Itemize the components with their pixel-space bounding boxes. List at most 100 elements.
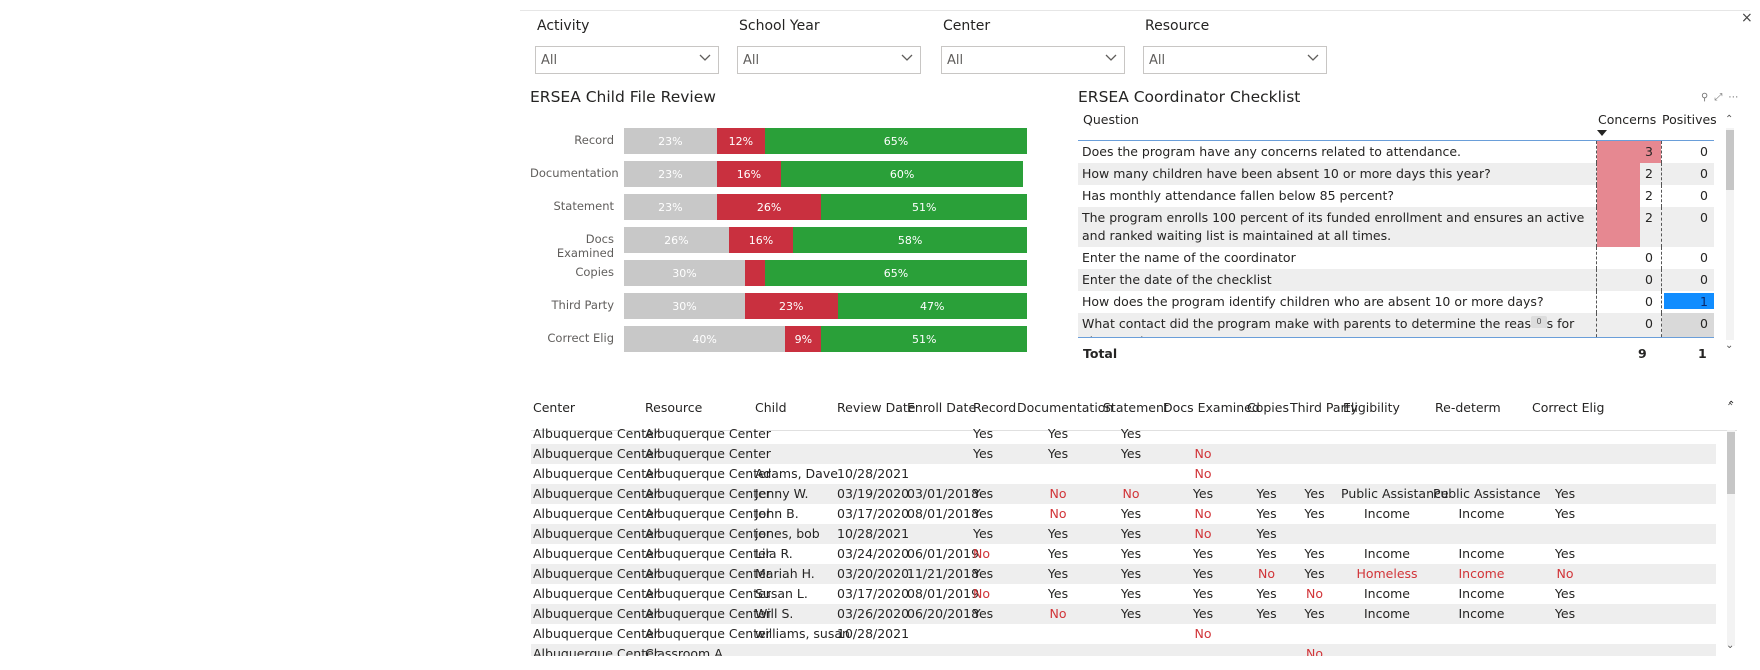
bar-row[interactable]: Record 23% 12% 65% [530, 128, 1030, 154]
checklist-row[interactable]: The program enrolls 100 percent of its f… [1078, 207, 1714, 247]
table-row[interactable]: Albuquerque Center Albuquerque Center Adam… [531, 464, 1716, 484]
filter-icon[interactable]: ⚲ [1701, 92, 1715, 103]
column-header[interactable]: Re-determ [1435, 400, 1501, 415]
chevron-up-icon[interactable]: ⌃ [1727, 400, 1736, 411]
resource-dropdown[interactable]: All [1143, 46, 1327, 74]
checklist-row[interactable]: Enter the date of the checklist 0 0 [1078, 269, 1714, 291]
positives-column-header[interactable]: Positives [1662, 112, 1717, 127]
bar-segment-red[interactable] [744, 260, 766, 286]
bar-segment-green[interactable]: 47% [837, 293, 1027, 319]
table-cell: No [973, 546, 990, 561]
detail-scrollbar[interactable] [1727, 430, 1735, 646]
table-row[interactable]: Albuquerque Center Albuquerque Center Jenn… [531, 484, 1716, 504]
column-header[interactable]: Statement [1103, 400, 1169, 415]
table-row[interactable]: Albuquerque Center Albuquerque Center Susa… [531, 584, 1716, 604]
table-row[interactable]: Albuquerque Center Albuquerque Center Lila… [531, 544, 1716, 564]
bar-segment-grey[interactable]: 30% [624, 260, 745, 286]
positives-cell[interactable]: 0 [1661, 207, 1714, 247]
checklist-row[interactable]: Has monthly attendance fallen below 85 p… [1078, 185, 1714, 207]
bar-row[interactable]: Third Party 30% 23% 47% [530, 293, 1030, 319]
scroll-down-icon[interactable]: ⌄ [1726, 640, 1735, 651]
column-header[interactable]: Third Party [1290, 400, 1358, 415]
activity-slicer: Activity All [535, 16, 719, 74]
bar-segment-red[interactable]: 16% [728, 227, 794, 253]
table-row[interactable]: Albuquerque Center Albuquerque Center will… [531, 624, 1716, 644]
bar-segment-red[interactable]: 26% [716, 194, 822, 220]
table-row[interactable]: Albuquerque Center Albuquerque Center jone… [531, 524, 1716, 544]
table-cell: Yes [1120, 426, 1142, 441]
more-options-icon[interactable]: ⋯ [1728, 92, 1745, 103]
bar-segment-grey[interactable]: 30% [624, 293, 745, 319]
bar-segment-red[interactable]: 23% [744, 293, 838, 319]
checklist-scrollbar-thumb[interactable] [1726, 130, 1734, 190]
column-header[interactable]: Docs Examined [1163, 400, 1260, 415]
column-header[interactable]: Enroll Date [907, 400, 977, 415]
bar-segment-red[interactable]: 9% [785, 326, 822, 352]
column-header[interactable]: Child [755, 400, 787, 415]
table-cell: No [1556, 566, 1574, 581]
activity-dropdown[interactable]: All [535, 46, 719, 74]
close-icon[interactable]: × [1741, 10, 1753, 26]
table-row[interactable]: Albuquerque Center Albuquerque Center Will… [531, 604, 1716, 624]
column-header[interactable]: Documentation [1017, 400, 1114, 415]
scroll-up-icon[interactable]: ⌃ [1725, 114, 1734, 125]
bar-segment-green[interactable]: 65% [765, 260, 1027, 286]
positives-cell[interactable]: 0 [1661, 163, 1714, 185]
positives-cell[interactable]: 0 [1661, 141, 1714, 163]
column-header[interactable]: Correct Elig [1532, 400, 1605, 415]
table-cell: Income [1364, 606, 1410, 621]
bar-segment-red[interactable]: 16% [716, 161, 782, 187]
column-header[interactable]: Center [533, 400, 576, 415]
detail-scrollbar-thumb[interactable] [1727, 432, 1735, 494]
table-row[interactable]: Albuquerque Center Albuquerque Center Yes Y… [531, 426, 1716, 444]
concerns-column-header[interactable]: Concerns [1598, 112, 1657, 127]
bar-segment-grey[interactable]: 23% [624, 128, 717, 154]
chevron-down-icon [901, 54, 913, 61]
positives-cell[interactable]: 0 [1661, 185, 1714, 207]
column-header[interactable]: Resource [645, 400, 703, 415]
positives-cell[interactable]: 0 [1661, 247, 1714, 269]
bar-segment-green[interactable]: 65% [765, 128, 1027, 154]
column-header[interactable]: Copies [1247, 400, 1289, 415]
question-cell: The program enrolls 100 percent of its f… [1082, 210, 1585, 243]
table-row[interactable]: Albuquerque Center Albuquerque Center John… [531, 504, 1716, 524]
school-year-dropdown[interactable]: All [737, 46, 921, 74]
positives-cell[interactable]: 0 [1661, 269, 1714, 291]
scroll-down-icon[interactable]: ⌄ [1725, 340, 1734, 351]
bar-segment-green[interactable]: 51% [821, 194, 1027, 220]
checklist-row[interactable]: Does the program have any concerns relat… [1078, 141, 1714, 163]
concerns-cell: 3 [1596, 141, 1661, 163]
bar-row[interactable]: Docs Examined 26% 16% 58% [530, 227, 1030, 260]
table-cell: Albuquerque Center [533, 426, 659, 441]
question-column-header[interactable]: Question [1083, 112, 1139, 127]
bar-segment-grey[interactable]: 23% [624, 194, 717, 220]
center-dropdown[interactable]: All [941, 46, 1125, 74]
scroll-up-icon[interactable]: ⌃ [1726, 402, 1735, 413]
column-header[interactable]: Eligibility [1343, 400, 1400, 415]
table-row[interactable]: Albuquerque Center Classroom A No [531, 644, 1716, 656]
positives-cell[interactable]: 1 [1661, 291, 1714, 313]
bar-row[interactable]: Statement 23% 26% 51% [530, 194, 1030, 220]
bar-segment-green[interactable]: 60% [781, 161, 1023, 187]
bar-segment-green[interactable]: 51% [821, 326, 1027, 352]
bar-segment-grey[interactable]: 23% [624, 161, 717, 187]
checklist-row[interactable]: How does the program identify children w… [1078, 291, 1714, 313]
bar-segment-grey[interactable]: 40% [624, 326, 786, 352]
focus-mode-icon[interactable]: ⤢ [1714, 92, 1729, 103]
bar-segment-grey[interactable]: 26% [624, 227, 729, 253]
bar-segment-red[interactable]: 12% [716, 128, 766, 154]
visual-header-icons[interactable]: ⚲⤢⋯ [1701, 92, 1744, 103]
positives-cell[interactable]: 0 [1661, 313, 1714, 337]
table-row[interactable]: Albuquerque Center Albuquerque Center Yes Y… [531, 444, 1716, 464]
checklist-row[interactable]: How many children have been absent 10 or… [1078, 163, 1714, 185]
bar-row[interactable]: Documentation 23% 16% 60% [530, 161, 1030, 187]
checklist-row[interactable]: What contact did the program make with p… [1078, 313, 1714, 337]
bar-row[interactable]: Correct Elig 40% 9% 51% [530, 326, 1030, 352]
bar-row[interactable]: Copies 30% 65% [530, 260, 1030, 286]
checklist-scrollbar[interactable] [1726, 128, 1734, 340]
checklist-row[interactable]: Enter the name of the coordinator 0 0 [1078, 247, 1714, 269]
column-header[interactable]: Record [973, 400, 1017, 415]
table-row[interactable]: Albuquerque Center Albuquerque Center Mari… [531, 564, 1716, 584]
column-header[interactable]: Review Date [837, 400, 916, 415]
bar-segment-green[interactable]: 58% [793, 227, 1027, 253]
